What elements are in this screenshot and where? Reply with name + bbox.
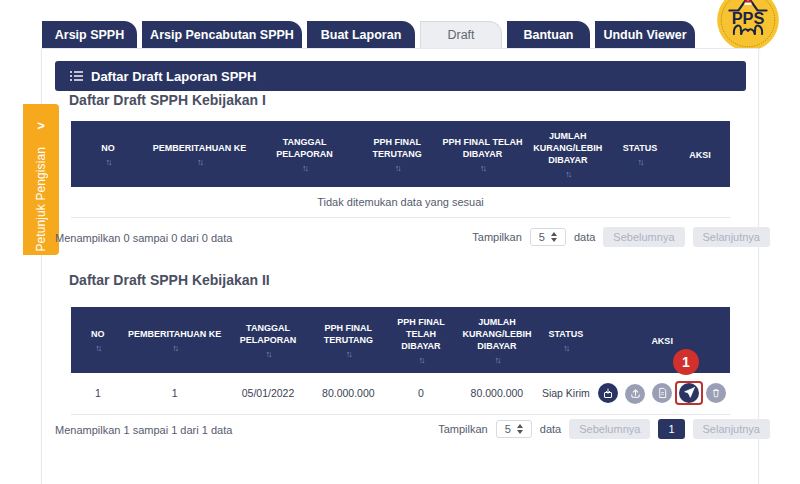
- svg-text:PPS: PPS: [732, 9, 765, 27]
